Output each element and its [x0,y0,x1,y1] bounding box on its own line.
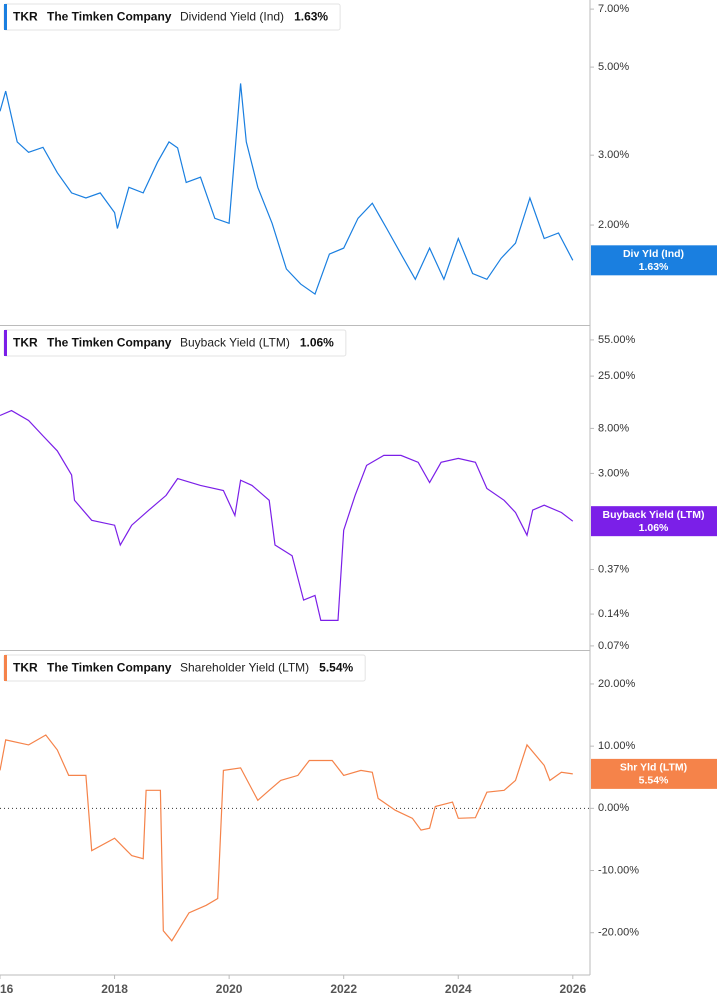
tag-label: Buyback Yield (LTM) [603,509,705,521]
legend-company: The Timken Company [47,10,172,24]
x-tick-label: 2024 [445,982,472,996]
y-tick-label: 0.14% [598,608,629,620]
value-tag [591,245,717,276]
legend-swatch [4,655,7,681]
x-tick-label: 2026 [559,982,586,996]
y-tick-label: 0.37% [598,563,629,575]
value-tag [591,506,717,537]
legend: TKR The Timken Company Dividend Yield (Ind… [3,3,341,31]
x-tick-label: 2022 [330,982,357,996]
legend-value: 1.63% [294,10,328,24]
tag-label: Div Yld (Ind) [623,248,684,260]
tag-value: 5.54% [639,775,669,787]
x-tick-label: 2020 [216,982,243,996]
y-tick-label: 3.00% [598,149,629,161]
x-tick-label: 2016 [0,982,14,996]
legend-series: Dividend Yield (Ind) [180,10,284,24]
legend-ticker: TKR [13,661,38,675]
y-tick-label: -20.00% [598,927,639,939]
y-tick-label: 55.00% [598,334,636,346]
legend-series: Buyback Yield (LTM) [180,336,290,350]
tag-label: Shr Yld (LTM) [620,762,687,774]
y-tick-label: 3.00% [598,467,629,479]
legend-company: The Timken Company [47,336,172,350]
legend-company: The Timken Company [47,661,172,675]
legend: TKR The Timken Company Buyback Yield (LTM)… [3,329,347,357]
value-tag [591,758,717,789]
y-tick-label: 0.07% [598,640,629,652]
legend-value: 5.54% [319,661,353,675]
y-tick-label: 0.00% [598,802,629,814]
legend-value: 1.06% [300,336,334,350]
legend-swatch [4,4,7,30]
line-series [0,734,573,942]
y-tick-label: -10.00% [598,864,639,876]
legend-ticker: TKR [13,336,38,350]
legend-swatch [4,330,7,356]
y-tick-label: 8.00% [598,422,629,434]
x-tick-label: 2018 [101,982,128,996]
line-series [0,409,574,621]
y-tick-label: 2.00% [598,219,629,231]
legend: TKR The Timken Company Shareholder Yield (… [3,654,366,682]
y-tick-label: 25.00% [598,370,636,382]
tag-value: 1.63% [639,261,669,273]
tag-value: 1.06% [639,522,669,534]
y-tick-label: 20.00% [598,678,636,690]
y-tick-label: 7.00% [598,3,629,15]
legend-ticker: TKR [13,10,38,24]
y-tick-label: 5.00% [598,61,629,73]
y-tick-label: 10.00% [598,740,636,752]
legend-series: Shareholder Yield (LTM) [180,661,309,675]
line-series [0,83,574,296]
